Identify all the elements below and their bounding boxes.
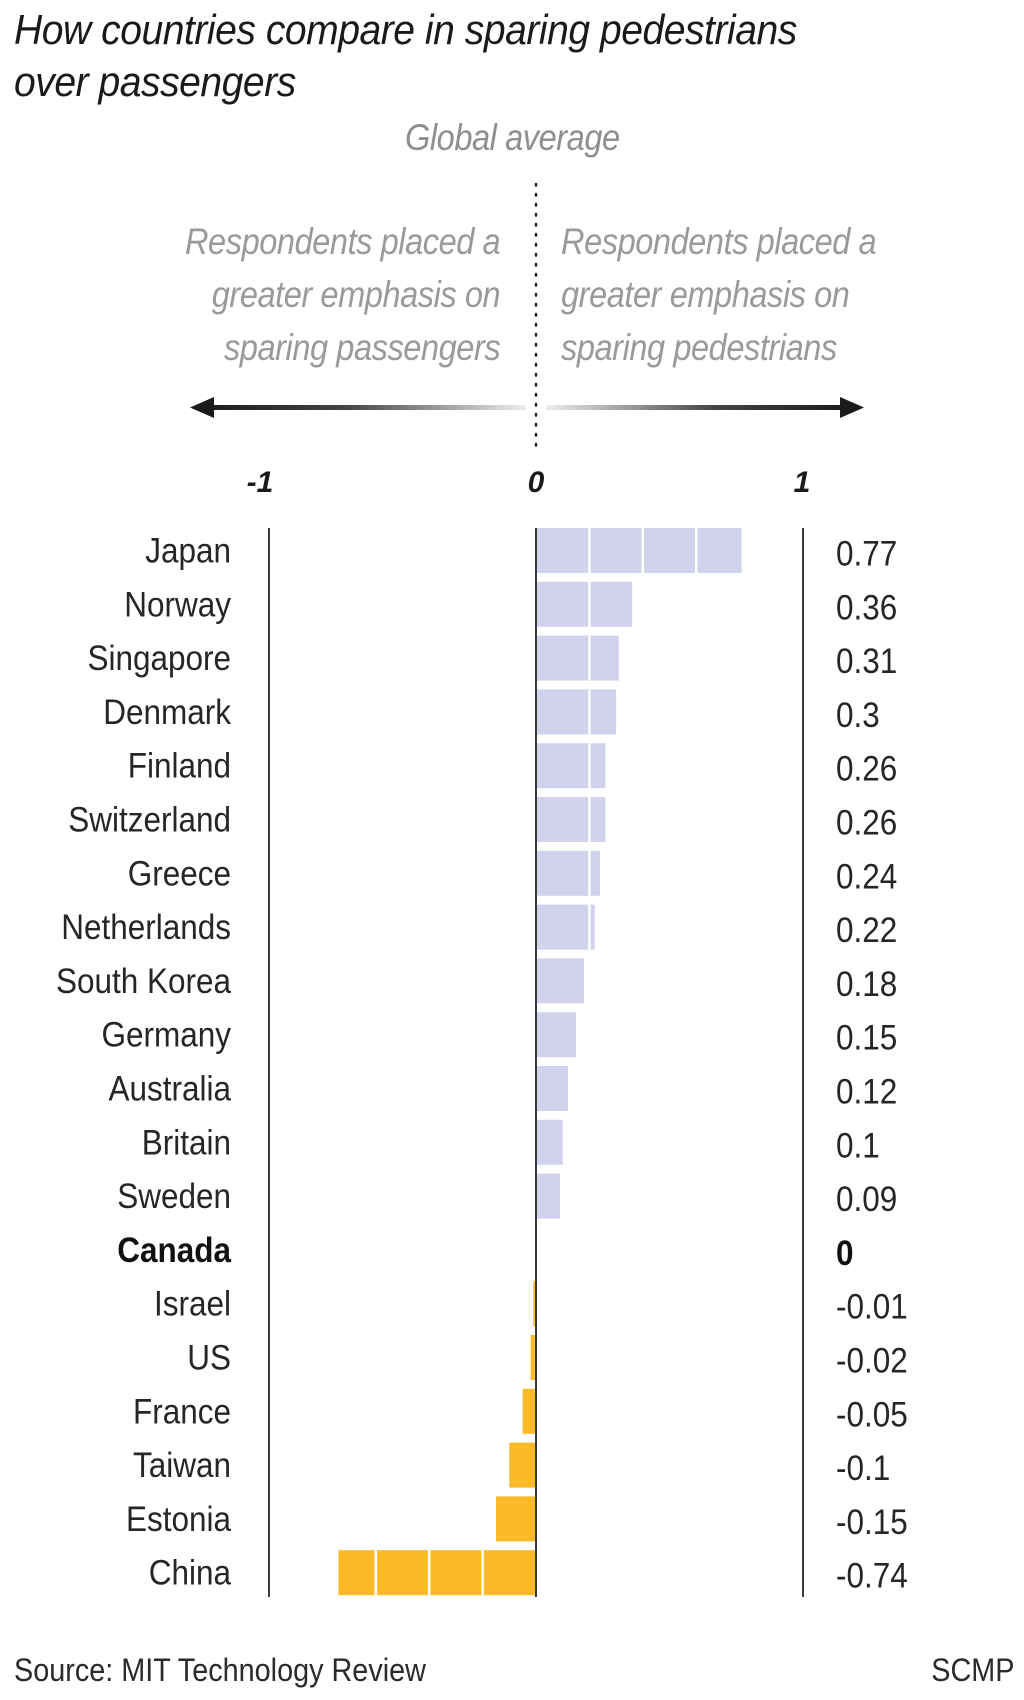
category-label: Australia	[108, 1070, 231, 1109]
category-label: Denmark	[103, 693, 231, 732]
bar-netherlands	[536, 904, 595, 950]
bar-south-korea	[536, 958, 585, 1004]
bars-group	[338, 528, 742, 1596]
labels-group: Japan 0.77 Norway 0.36 Singapore 0.31 Denmark 0…	[56, 532, 908, 1596]
bar-estonia	[495, 1496, 536, 1542]
bar-sweden	[536, 1173, 561, 1219]
left-arrow-icon	[190, 397, 526, 418]
bar-britain	[536, 1119, 563, 1165]
category-label: Greece	[128, 855, 231, 894]
bar-switzerland	[536, 797, 606, 842]
value-label: -0.02	[836, 1342, 908, 1381]
category-label: Taiwan	[133, 1447, 231, 1486]
category-label: Canada	[117, 1231, 231, 1270]
value-label: 0.22	[836, 912, 897, 951]
bar-us	[530, 1335, 536, 1380]
value-label: -0.1	[836, 1450, 890, 1489]
left-annotation-line: greater emphasis on	[211, 274, 501, 315]
value-label: 0	[836, 1234, 854, 1273]
value-label: 0.12	[836, 1073, 897, 1112]
x-tick-label: 1	[794, 466, 811, 499]
right-annotation-line: Respondents placed a	[561, 221, 877, 262]
chart-title: How countries compare in sparing pedestr…	[14, 4, 797, 108]
bar-france	[522, 1388, 536, 1434]
category-label: France	[133, 1393, 231, 1432]
value-label: 0.15	[836, 1019, 897, 1058]
right-annotation-line: greater emphasis on	[561, 274, 850, 315]
category-label: Germany	[102, 1016, 232, 1055]
value-label: 0.3	[836, 696, 880, 735]
value-label: 0.36	[836, 589, 897, 628]
category-label: Japan	[145, 532, 231, 571]
category-label: Estonia	[126, 1500, 231, 1539]
chart-title-line-2: over passengers	[14, 58, 296, 105]
category-label: Israel	[154, 1285, 231, 1324]
category-label: Netherlands	[61, 909, 231, 948]
bar-singapore	[536, 635, 619, 681]
x-tick-label: 0	[528, 466, 545, 499]
source-note: Source: MIT Technology Review	[14, 1652, 426, 1688]
left-annotation: Respondents placed a greater emphasis on…	[184, 215, 501, 374]
category-label: Switzerland	[68, 801, 231, 840]
left-annotation-line: sparing passengers	[223, 327, 501, 368]
value-label: -0.05	[836, 1396, 908, 1435]
bar-denmark	[536, 689, 617, 735]
value-label: -0.74	[836, 1557, 908, 1596]
category-label: US	[187, 1339, 231, 1378]
bar-israel	[533, 1281, 536, 1327]
category-label: China	[149, 1554, 232, 1593]
bar-finland	[536, 743, 606, 789]
value-label: 0.77	[836, 535, 897, 574]
value-label: 0.26	[836, 750, 897, 789]
bar-norway	[536, 581, 633, 627]
right-annotation-line: sparing pedestrians	[561, 327, 837, 368]
value-label: 0.1	[836, 1127, 880, 1166]
bar-china	[338, 1550, 536, 1596]
bar-germany	[536, 1012, 577, 1058]
value-label: 0.09	[836, 1181, 897, 1220]
x-tick-label: -1	[247, 466, 274, 499]
bar-taiwan	[509, 1442, 536, 1488]
left-annotation-line: Respondents placed a	[184, 221, 501, 262]
global-average-label: Global average	[405, 117, 620, 158]
chart-title-line-1: How countries compare in sparing pedestr…	[14, 6, 797, 53]
category-label: Singapore	[87, 640, 231, 679]
category-label: Britain	[142, 1124, 231, 1163]
category-label: Norway	[124, 586, 231, 625]
value-label: -0.01	[836, 1288, 908, 1327]
brand-logo-text: SCMP	[930, 1652, 1014, 1688]
category-label: South Korea	[56, 962, 232, 1001]
value-label: 0.24	[836, 858, 897, 897]
value-label: 0.26	[836, 804, 897, 843]
bar-japan	[536, 528, 742, 573]
right-annotation: Respondents placed a greater emphasis on…	[561, 215, 877, 374]
category-label: Finland	[128, 747, 231, 786]
value-label: 0.31	[836, 643, 897, 682]
value-label: 0.18	[836, 965, 897, 1004]
right-arrow-icon	[546, 397, 864, 418]
category-label: Sweden	[117, 1178, 231, 1217]
bar-australia	[536, 1066, 569, 1111]
value-label: -0.15	[836, 1503, 908, 1542]
